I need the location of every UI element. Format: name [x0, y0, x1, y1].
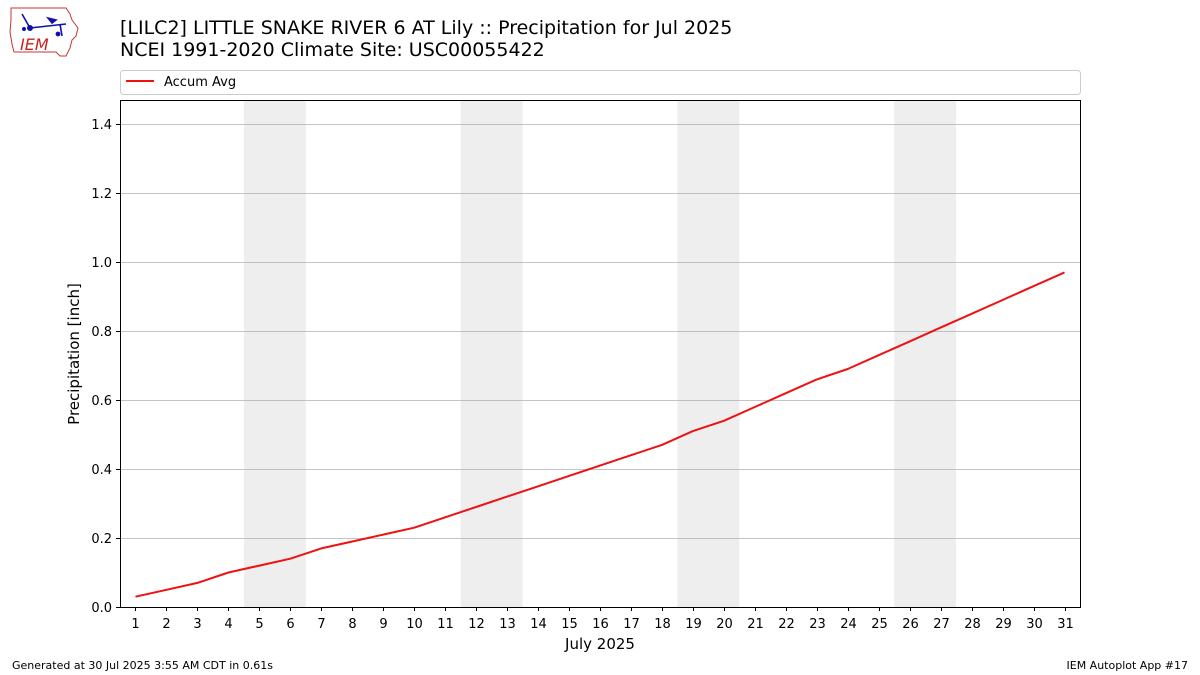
- x-tick-label: 16: [592, 617, 609, 632]
- y-tick-label: 0.8: [91, 325, 112, 340]
- x-tick-label: 26: [902, 617, 919, 632]
- x-tick-label: 2: [162, 617, 170, 632]
- y-tick-label: 0.2: [91, 532, 112, 547]
- iowa-outline-shape: [9, 7, 79, 57]
- x-tick-label: 14: [530, 617, 547, 632]
- weekend-band-1: [243, 100, 306, 607]
- x-tick-label: 30: [1026, 617, 1043, 632]
- x-tick-label: 21: [747, 617, 764, 632]
- x-tick-label: 15: [561, 617, 578, 632]
- y-tick-label: 1.4: [91, 118, 112, 133]
- series-lines: [135, 271, 1065, 598]
- x-tick-label: 18: [654, 617, 671, 632]
- weather-station-icon: [21, 13, 67, 37]
- x-tick-label: 29: [995, 617, 1012, 632]
- x-tick-label: 28: [964, 617, 981, 632]
- legend-label-accum-avg: Accum Avg: [164, 75, 236, 90]
- y-tick-label: 0.0: [91, 601, 112, 616]
- y-axis-label: Precipitation [inch]: [65, 283, 83, 425]
- y-tick-label: 0.6: [91, 394, 112, 409]
- x-axis-label: July 2025: [564, 635, 635, 653]
- x-tick-label: 8: [348, 617, 356, 632]
- x-tick-label: 27: [933, 617, 950, 632]
- x-tick-label: 24: [840, 617, 857, 632]
- x-tick-label: 23: [809, 617, 826, 632]
- weekend-bands: [243, 100, 957, 607]
- x-axis: 1 2 3 4 5 6 7 8 9 10 11 12 13 14 15 16 17 18 19 20 21 22 23 24 2…: [131, 607, 1074, 632]
- series-line-accum-avg: [135, 271, 1065, 598]
- x-tick-label: 9: [379, 617, 387, 632]
- x-tick-label: 20: [716, 617, 733, 632]
- x-tick-label: 7: [317, 617, 325, 632]
- legend: Accum Avg: [120, 70, 1081, 95]
- x-tick-label: 4: [224, 617, 232, 632]
- x-tick-label: 5: [255, 617, 263, 632]
- generated-timestamp: Generated at 30 Jul 2025 3:55 AM CDT in …: [12, 659, 273, 672]
- weekend-band-2: [460, 100, 523, 607]
- logo-text: IEM: [20, 35, 49, 54]
- x-tick-label: 12: [468, 617, 485, 632]
- y-tick-label: 1.0: [91, 256, 112, 271]
- x-tick-label: 22: [778, 617, 795, 632]
- legend-box: [120, 70, 1081, 95]
- chart-title-line1: [LILC2] LITTLE SNAKE RIVER 6 AT Lily :: …: [120, 17, 733, 39]
- y-tick-label: 1.2: [91, 187, 112, 202]
- x-tick-label: 10: [406, 617, 423, 632]
- x-tick-label: 13: [499, 617, 516, 632]
- x-tick-label: 6: [286, 617, 294, 632]
- x-tick-label: 17: [623, 617, 640, 632]
- weekend-band-3: [677, 100, 740, 607]
- x-tick-label: 31: [1057, 617, 1074, 632]
- chart-title-line2: NCEI 1991-2020 Climate Site: USC00055422: [120, 39, 545, 61]
- x-tick-label: 25: [871, 617, 888, 632]
- weekend-band-4: [894, 100, 957, 607]
- x-tick-label: 1: [131, 617, 139, 632]
- iem-logo: IEM: [9, 7, 79, 57]
- x-tick-label: 3: [193, 617, 201, 632]
- chart-title: [LILC2] LITTLE SNAKE RIVER 6 AT Lily :: …: [120, 17, 732, 61]
- y-tick-label: 0.4: [91, 463, 112, 478]
- autoplot-app-id: IEM Autoplot App #17: [1066, 659, 1189, 672]
- y-axis: 0.0 0.2 0.4 0.6 0.8 1.0 1.2 1.4: [91, 118, 120, 616]
- x-tick-label: 19: [685, 617, 702, 632]
- x-tick-label: 11: [437, 617, 454, 632]
